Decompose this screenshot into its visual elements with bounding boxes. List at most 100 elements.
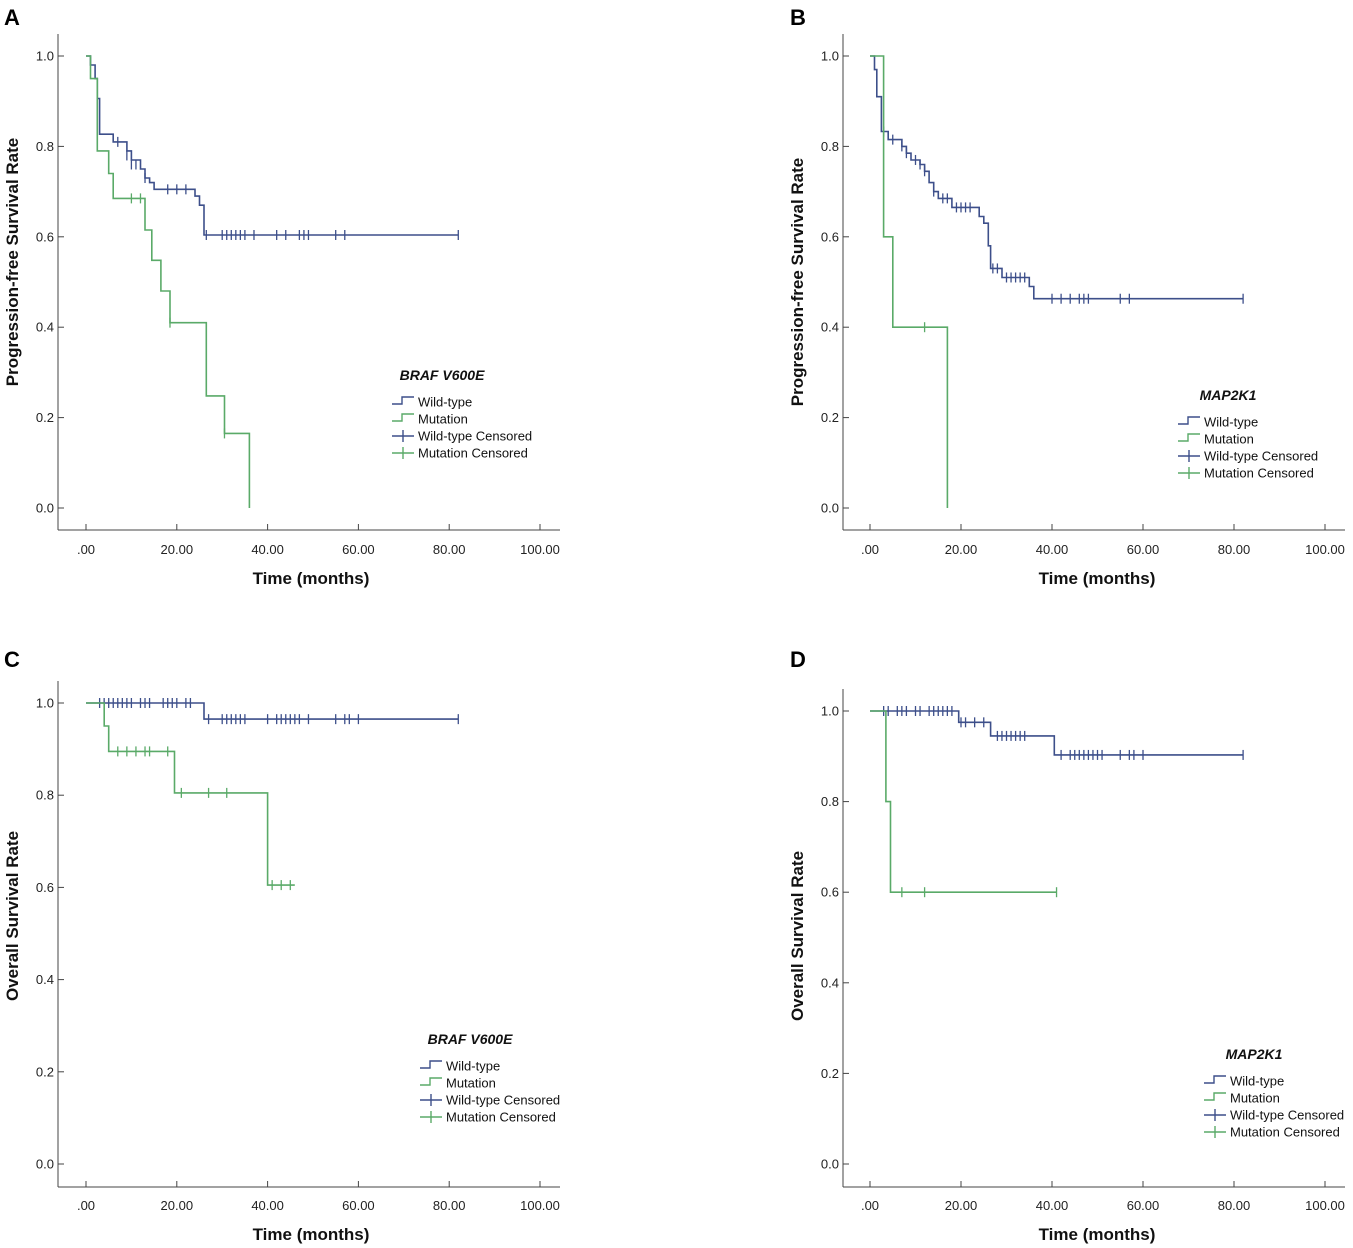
x-tick-label: 80.00 <box>433 1198 466 1213</box>
legend-swatch-step <box>1204 1092 1226 1101</box>
legend-label: Mutation Censored <box>446 1110 556 1125</box>
legend-swatch-step <box>392 413 414 422</box>
legend-title: MAP2K1 <box>1200 387 1257 403</box>
legend-label: Wild-type Censored <box>418 429 532 444</box>
series-line-wild-type <box>870 55 1244 300</box>
legend-label: Mutation <box>418 412 468 427</box>
y-tick-label: 0.2 <box>821 410 839 425</box>
legend-label: Mutation <box>1204 432 1254 447</box>
legend-label: Wild-type Censored <box>1204 449 1318 464</box>
x-tick-label: .00 <box>77 1198 95 1213</box>
y-tick-label: 1.0 <box>36 696 54 711</box>
series-line-mutation <box>870 55 949 508</box>
panel-d: D 0.0 0.2 0.4 0.6 0.8 1.0 .00 20.00 40.00 60.00 80.… <box>788 647 1345 1244</box>
x-tick-label: .00 <box>861 542 879 557</box>
x-tick-label: 60.00 <box>342 1198 375 1213</box>
y-tick-label: 0.4 <box>821 320 839 335</box>
legend-swatch-step <box>1178 433 1200 442</box>
y-tick-label: 0.6 <box>821 229 839 244</box>
x-tick-label: 80.00 <box>1218 542 1251 557</box>
x-tick-label: 60.00 <box>342 542 375 557</box>
legend-label: Wild-type <box>418 395 472 410</box>
series-line-wild-type <box>86 55 459 236</box>
series-line-wild-type <box>86 702 459 720</box>
legend-swatch-step <box>392 396 414 405</box>
legend-swatch-step <box>1178 416 1200 425</box>
y-axis-title: Progression-free Survival Rate <box>3 138 22 386</box>
legend-label: Mutation Censored <box>1230 1125 1340 1140</box>
series-line-mutation <box>86 55 251 508</box>
x-tick-label: 20.00 <box>161 1198 194 1213</box>
panel-letter: C <box>4 647 20 672</box>
y-tick-label: 0.8 <box>821 794 839 809</box>
panel-letter: A <box>4 5 20 30</box>
panel-letter: D <box>790 647 806 672</box>
y-tick-label: 0.6 <box>36 229 54 244</box>
x-tick-label: 20.00 <box>945 542 978 557</box>
y-tick-label: 0.2 <box>821 1066 839 1081</box>
x-tick-label: 60.00 <box>1127 542 1160 557</box>
x-axis-title: Time (months) <box>253 569 370 588</box>
x-tick-label: 100.00 <box>520 542 560 557</box>
x-tick-label: 60.00 <box>1127 1198 1160 1213</box>
y-tick-label: 0.0 <box>821 501 839 516</box>
x-tick-label: 40.00 <box>1036 542 1069 557</box>
panel-c: C 0.0 0.2 0.4 0.6 0.8 1.0 .00 20.00 40.00 60.00 80.… <box>3 647 560 1244</box>
x-axis-title: Time (months) <box>1039 569 1156 588</box>
legend-label: Mutation Censored <box>1204 466 1314 481</box>
legend-label: Mutation Censored <box>418 446 528 461</box>
y-axis-title: Progression-free Survival Rate <box>788 158 807 406</box>
y-tick-label: 0.8 <box>821 139 839 154</box>
y-tick-label: 0.4 <box>821 975 839 990</box>
y-tick-label: 1.0 <box>821 704 839 719</box>
legend-label: Wild-type <box>446 1059 500 1074</box>
legend-label: Wild-type Censored <box>446 1093 560 1108</box>
legend-title: BRAF V600E <box>428 1031 513 1047</box>
y-tick-label: 0.4 <box>36 972 54 987</box>
legend-label: Wild-type <box>1204 415 1258 430</box>
x-tick-label: 20.00 <box>161 542 194 557</box>
x-tick-label: 100.00 <box>1305 542 1345 557</box>
legend-label: Mutation <box>1230 1091 1280 1106</box>
legend-label: Wild-type Censored <box>1230 1108 1344 1123</box>
y-tick-label: 1.0 <box>36 49 54 64</box>
x-axis-title: Time (months) <box>253 1225 370 1244</box>
x-tick-label: 40.00 <box>251 542 284 557</box>
series-line-wild-type <box>870 710 1244 756</box>
x-tick-label: 100.00 <box>1305 1198 1345 1213</box>
x-tick-label: .00 <box>861 1198 879 1213</box>
y-tick-label: 0.8 <box>36 788 54 803</box>
legend-label: Mutation <box>446 1076 496 1091</box>
legend-title: MAP2K1 <box>1226 1046 1283 1062</box>
y-tick-label: 0.0 <box>36 501 54 516</box>
panel-a: A 0.0 0.2 0.4 0.6 0.8 1.0 .00 20.00 40.00 60.00 80.… <box>3 5 560 588</box>
y-tick-label: 0.2 <box>36 410 54 425</box>
y-tick-label: 0.4 <box>36 320 54 335</box>
x-tick-label: 80.00 <box>1218 1198 1251 1213</box>
y-tick-label: 0.6 <box>821 885 839 900</box>
x-axis-title: Time (months) <box>1039 1225 1156 1244</box>
y-tick-label: 0.8 <box>36 139 54 154</box>
series-line-mutation <box>870 710 1057 893</box>
x-tick-label: 100.00 <box>520 1198 560 1213</box>
legend-swatch-step <box>1204 1075 1226 1084</box>
y-tick-label: 0.0 <box>36 1157 54 1172</box>
legend-title: BRAF V600E <box>400 367 485 383</box>
legend-swatch-step <box>420 1060 442 1069</box>
y-tick-label: 0.2 <box>36 1064 54 1079</box>
y-tick-label: 0.0 <box>821 1157 839 1172</box>
x-tick-label: 20.00 <box>945 1198 978 1213</box>
y-tick-label: 0.6 <box>36 880 54 895</box>
legend-label: Wild-type <box>1230 1074 1284 1089</box>
y-axis-title: Overall Survival Rate <box>788 851 807 1021</box>
x-tick-label: .00 <box>77 542 95 557</box>
y-tick-label: 1.0 <box>821 49 839 64</box>
legend-swatch-step <box>420 1077 442 1086</box>
series-line-mutation <box>86 702 295 886</box>
x-tick-label: 40.00 <box>1036 1198 1069 1213</box>
x-tick-label: 80.00 <box>433 542 466 557</box>
panel-letter: B <box>790 5 806 30</box>
panel-b: B 0.0 0.2 0.4 0.6 0.8 1.0 .00 20.00 40.00 60.00 80.… <box>788 5 1345 588</box>
y-axis-title: Overall Survival Rate <box>3 831 22 1001</box>
